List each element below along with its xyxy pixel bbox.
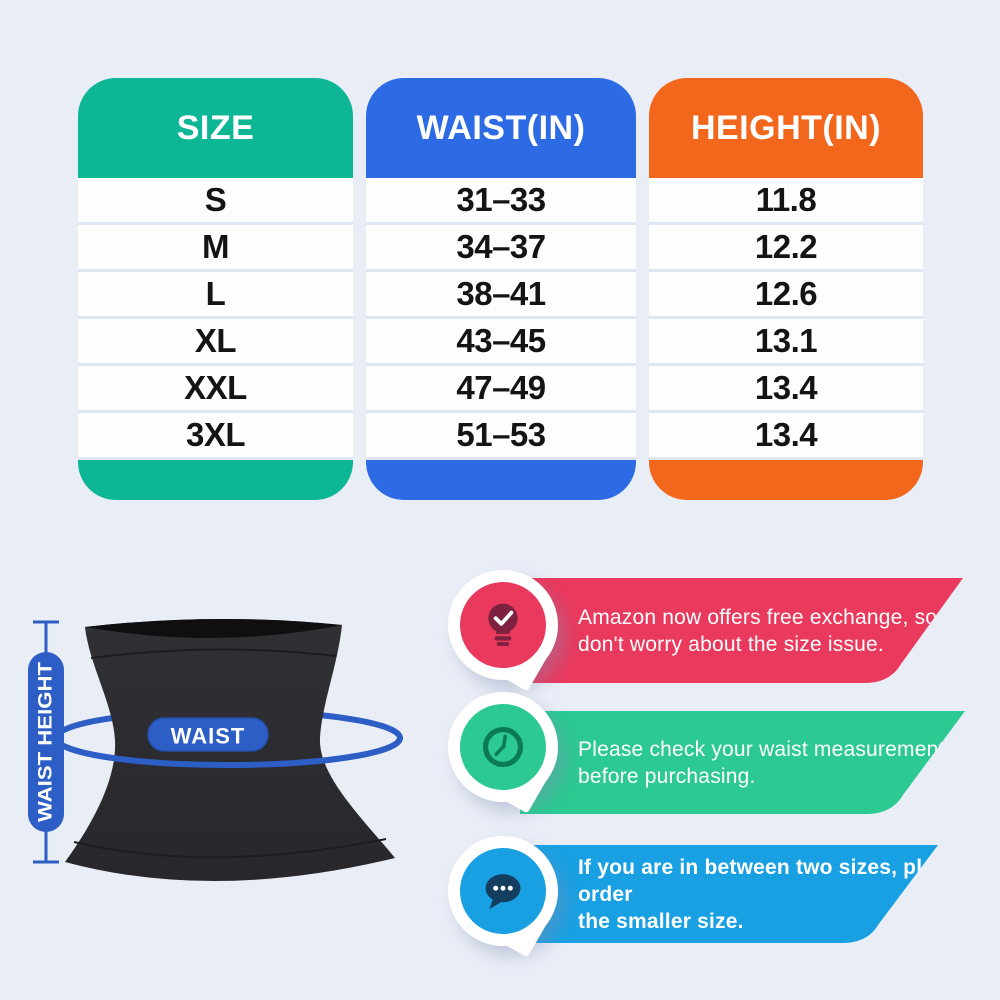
size-column: SIZE S M L XL XXL 3XL (78, 78, 353, 500)
icon-badge (448, 692, 558, 814)
table-cell: 12.6 (649, 272, 923, 319)
table-cell: 51–53 (366, 413, 636, 460)
corset-seam-bottom (73, 838, 387, 859)
banner-text-line: before purchasing. (578, 764, 756, 788)
corset-opening (85, 618, 342, 639)
banner-text-line: Amazon now offers free exchange, so (578, 605, 938, 629)
table-cell: 43–45 (366, 319, 636, 366)
waist-label: WAIST (171, 724, 246, 749)
waist-column: WAIST(IN) 31–33 34–37 38–41 43–45 47–49 … (366, 78, 636, 500)
height-dimension-indicator: WAIST HEIGHT (28, 620, 64, 864)
corset-seam-top (90, 648, 337, 659)
waist-measure-front-arc (53, 737, 403, 768)
column-footer (366, 460, 636, 500)
column-header-height: HEIGHT(IN) (649, 78, 923, 178)
waist-label-pill (147, 717, 269, 752)
column-header-size: SIZE (78, 78, 353, 178)
table-cell: 11.8 (649, 178, 923, 225)
banner-text-line: If you are in between two sizes, pls ord… (578, 855, 935, 906)
table-cell: S (78, 178, 353, 225)
height-label: WAIST HEIGHT (36, 662, 57, 822)
waist-trainer-illustration: WAIST (53, 618, 403, 882)
table-cell: L (78, 272, 353, 319)
column-header-waist: WAIST(IN) (366, 78, 636, 178)
table-cell: 13.4 (649, 366, 923, 413)
banner-text-line: Please check your waist measurement (578, 737, 945, 761)
banner-between-sizes: If you are in between two sizes, pls ord… (520, 845, 938, 943)
chat-dots-icon (485, 874, 521, 909)
banner-text-line: don't worry about the size issue. (578, 632, 884, 656)
table-cell: 12.2 (649, 225, 923, 272)
column-footer (78, 460, 353, 500)
size-table: SIZE S M L XL XXL 3XL WAIST(IN) 31–33 34… (78, 78, 923, 500)
table-cell: 13.4 (649, 413, 923, 460)
table-cell: 34–37 (366, 225, 636, 272)
icon-badge (448, 570, 558, 692)
lightbulb-check-icon (488, 603, 518, 646)
icon-badge (448, 836, 558, 958)
table-cell: XXL (78, 366, 353, 413)
clock-icon (482, 726, 524, 768)
table-cell: 31–33 (366, 178, 636, 225)
table-cell: 47–49 (366, 366, 636, 413)
table-cell: 13.1 (649, 319, 923, 366)
table-cell: XL (78, 319, 353, 366)
banner-free-exchange: Amazon now offers free exchange, so don'… (520, 578, 963, 683)
table-cell: M (78, 225, 353, 272)
banner-check-measurement: Please check your waist measurement befo… (520, 711, 965, 814)
column-footer (649, 460, 923, 500)
banner-text-line: the smaller size. (578, 909, 744, 933)
height-column: HEIGHT(IN) 11.8 12.2 12.6 13.1 13.4 13.4 (649, 78, 923, 500)
height-label-pill (28, 652, 64, 832)
table-cell: 38–41 (366, 272, 636, 319)
table-cell: 3XL (78, 413, 353, 460)
